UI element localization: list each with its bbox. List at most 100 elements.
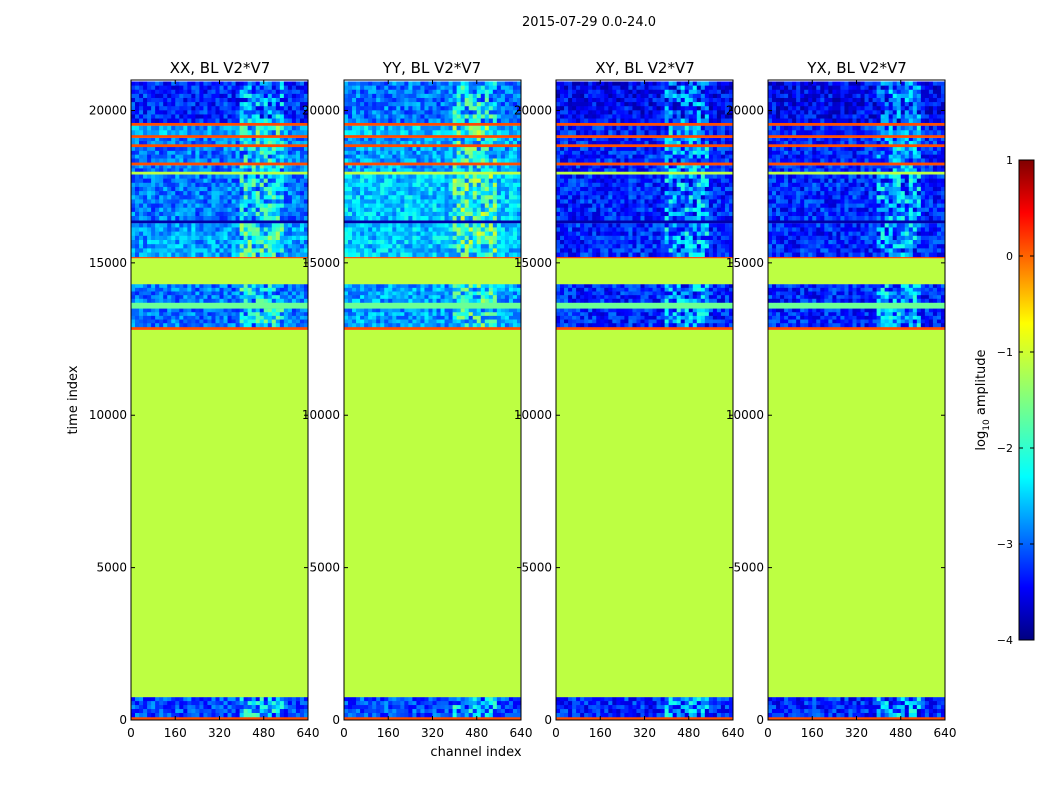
- heatmap-cell: [199, 287, 204, 292]
- heatmap-cell: [151, 223, 156, 228]
- heatmap-cell: [263, 207, 269, 213]
- heatmap-cell: [235, 697, 240, 702]
- heatmap-cell: [135, 97, 140, 103]
- heatmap-cell: [460, 89, 465, 95]
- heatmap-cell: [207, 315, 212, 320]
- heatmap-cell: [215, 227, 220, 232]
- heatmap-cell: [424, 186, 429, 192]
- heatmap-cell: [620, 705, 625, 710]
- heatmap-cell: [400, 235, 405, 241]
- heatmap-cell: [303, 312, 309, 317]
- heatmap-cell: [496, 89, 502, 95]
- heatmap-cell: [568, 705, 573, 710]
- heatmap-cell: [215, 312, 220, 317]
- heatmap-cell: [283, 223, 289, 228]
- heatmap-cell: [348, 252, 353, 258]
- heatmap-cell: [412, 81, 417, 86]
- heatmap-cell: [476, 295, 482, 300]
- heatmap-cell: [283, 191, 289, 196]
- heatmap-cell: [400, 312, 405, 317]
- heatmap-cell: [203, 298, 208, 303]
- heatmap-cell: [291, 168, 297, 172]
- heatmap-cell: [456, 319, 461, 324]
- heatmap-cell: [159, 248, 164, 253]
- heatmap-cell: [143, 235, 148, 241]
- heatmap-cell: [404, 97, 409, 103]
- heatmap-cell: [464, 308, 470, 313]
- heatmap-cell: [408, 252, 413, 258]
- heatmap-cell: [356, 287, 361, 292]
- heatmap-cell: [287, 186, 293, 192]
- heatmap-cell: [348, 137, 353, 142]
- heatmap-cell: [275, 140, 281, 145]
- heatmap-cell: [484, 110, 490, 115]
- heatmap-cell: [235, 191, 240, 196]
- heatmap-cell: [199, 154, 204, 159]
- heatmap-cell: [508, 158, 514, 163]
- heatmap-cell: [476, 231, 482, 237]
- heatmap-cell: [496, 174, 502, 179]
- heatmap-cell: [372, 178, 377, 184]
- heatmap-cell: [219, 114, 224, 119]
- heatmap-cell: [175, 207, 180, 213]
- heatmap-cell: [279, 114, 285, 119]
- heatmap-cell: [452, 137, 457, 142]
- heatmap-cell: [275, 110, 281, 115]
- heatmap-cell: [484, 244, 490, 249]
- heatmap-cell: [460, 81, 465, 86]
- heatmap-cell: [171, 223, 176, 228]
- heatmap-cell: [147, 216, 152, 221]
- heatmap-cell: [203, 168, 208, 172]
- heatmap-cell: [139, 315, 144, 320]
- heatmap-cell: [452, 140, 457, 145]
- heatmap-cell: [147, 223, 152, 228]
- heatmap-cell: [500, 174, 506, 179]
- heatmap-cell: [432, 130, 437, 136]
- heatmap-cell: [227, 284, 232, 289]
- heatmap-cell: [267, 118, 273, 123]
- heatmap-cell: [508, 125, 514, 131]
- heatmap-cell: [492, 199, 498, 204]
- heatmap-cell: [207, 295, 212, 300]
- heatmap-cell: [151, 216, 156, 221]
- heatmap-cell: [271, 186, 277, 192]
- heatmap-cell: [432, 240, 437, 245]
- heatmap-cell: [436, 705, 441, 710]
- heatmap-cell: [163, 235, 168, 241]
- heatmap-cell: [167, 114, 172, 119]
- heatmap-cell: [472, 93, 478, 99]
- heatmap-cell: [211, 712, 216, 718]
- heatmap-cell: [448, 106, 453, 111]
- heatmap-cell: [628, 701, 633, 706]
- heatmap-cell: [263, 211, 269, 217]
- heatmap-cell: [183, 216, 188, 221]
- heatmap-cell: [295, 93, 301, 99]
- heatmap-cell: [432, 701, 437, 706]
- heatmap-cell: [396, 85, 401, 91]
- heatmap-cell: [295, 284, 301, 289]
- heatmap-cell: [392, 137, 397, 142]
- heatmap-cell: [476, 712, 482, 718]
- heatmap-cell: [295, 89, 301, 95]
- heatmap-cell: [271, 240, 277, 245]
- heatmap-cell: [460, 244, 465, 249]
- heatmap-cell: [167, 110, 172, 115]
- heatmap-cell: [239, 102, 244, 107]
- heatmap-cell: [219, 207, 224, 213]
- heatmap-cell: [504, 130, 510, 136]
- heatmap-cell: [428, 130, 433, 136]
- heatmap-cell: [139, 174, 144, 179]
- heatmap-cell: [167, 284, 172, 289]
- heatmap-cell: [428, 235, 433, 241]
- heatmap-cell: [167, 191, 172, 196]
- heatmap-cell: [380, 178, 385, 184]
- heatmap-cell: [299, 178, 305, 184]
- heatmap-cell: [171, 195, 176, 200]
- heatmap-cell: [131, 106, 136, 111]
- heatmap-cell: [488, 211, 494, 217]
- heatmap-cell: [211, 81, 216, 86]
- heatmap-cell: [235, 203, 240, 209]
- heatmap-cell: [364, 235, 369, 241]
- heatmap-cell: [436, 315, 441, 320]
- heatmap-cell: [408, 287, 413, 292]
